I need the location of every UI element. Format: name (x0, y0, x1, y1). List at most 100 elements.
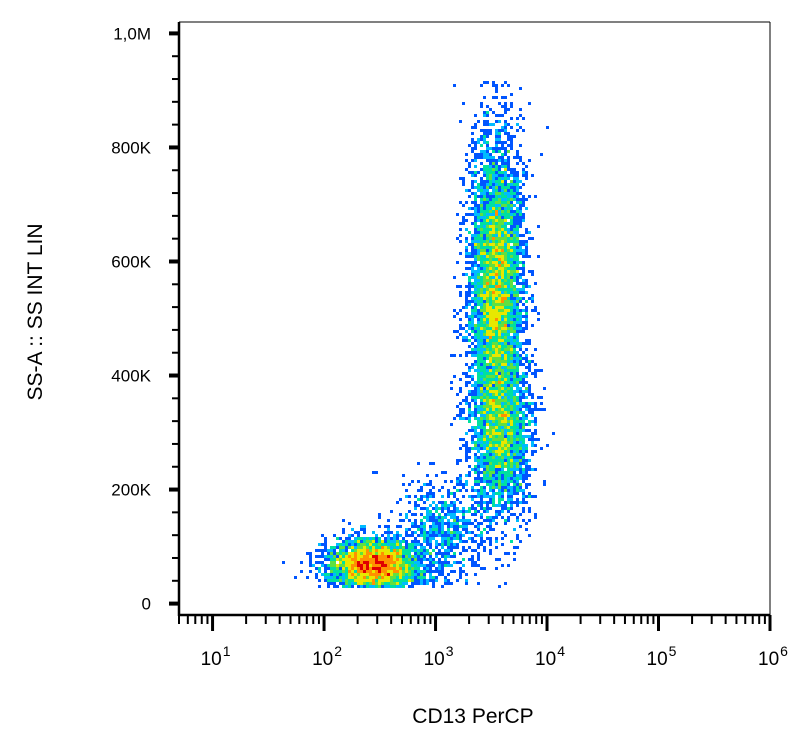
event-dot (519, 201, 522, 204)
event-dot (501, 258, 504, 261)
event-dot (495, 270, 498, 273)
event-dot (351, 585, 354, 588)
event-dot (408, 495, 411, 498)
event-dot (441, 510, 444, 513)
event-dot (519, 219, 522, 222)
event-dot (519, 459, 522, 462)
event-dot (501, 372, 504, 375)
event-dot (489, 348, 492, 351)
event-dot (483, 390, 486, 393)
event-dot (507, 318, 510, 321)
event-dot (483, 252, 486, 255)
event-dot (483, 294, 486, 297)
event-dot (465, 510, 468, 513)
event-dot (495, 423, 498, 426)
event-dot (480, 369, 483, 372)
event-dot (414, 582, 417, 585)
event-dot (495, 231, 498, 234)
event-dot (429, 534, 432, 537)
event-dot (519, 375, 522, 378)
event-dot (411, 576, 414, 579)
event-dot (510, 141, 513, 144)
event-dot (417, 558, 420, 561)
event-dot (426, 534, 429, 537)
event-dot (396, 534, 399, 537)
event-dot (486, 453, 489, 456)
event-dot (525, 435, 528, 438)
event-dot (513, 435, 516, 438)
event-dot (483, 249, 486, 252)
event-dot (471, 186, 474, 189)
event-dot (510, 228, 513, 231)
event-dot (489, 282, 492, 285)
event-dot (501, 189, 504, 192)
event-dot (438, 528, 441, 531)
event-dot (393, 579, 396, 582)
event-dot (402, 585, 405, 588)
event-dot (528, 507, 531, 510)
event-dot (474, 330, 477, 333)
event-dot (510, 264, 513, 267)
event-dot (498, 189, 501, 192)
event-dot (504, 147, 507, 150)
event-dot (510, 225, 513, 228)
event-dot (333, 549, 336, 552)
event-dot (471, 384, 474, 387)
event-dot (453, 510, 456, 513)
event-dot (522, 462, 525, 465)
event-dot (510, 285, 513, 288)
event-dot (333, 567, 336, 570)
event-dot (459, 510, 462, 513)
event-dot (495, 402, 498, 405)
event-dot (342, 585, 345, 588)
event-dot (495, 324, 498, 327)
event-dot (507, 345, 510, 348)
event-dot (480, 333, 483, 336)
event-dot (477, 342, 480, 345)
event-dot (468, 471, 471, 474)
event-dot (501, 393, 504, 396)
event-dot (486, 387, 489, 390)
event-dot (465, 213, 468, 216)
event-dot (498, 321, 501, 324)
event-dot (516, 186, 519, 189)
event-dot (480, 276, 483, 279)
event-dot (516, 477, 519, 480)
event-dot (471, 240, 474, 243)
event-dot (525, 372, 528, 375)
event-dot (486, 291, 489, 294)
event-dot (480, 288, 483, 291)
event-dot (441, 501, 444, 504)
event-dot (474, 417, 477, 420)
event-dot (489, 417, 492, 420)
event-dot (414, 555, 417, 558)
event-dot (357, 579, 360, 582)
event-dot (486, 174, 489, 177)
event-dot (480, 186, 483, 189)
event-dot (474, 501, 477, 504)
event-dot (375, 582, 378, 585)
event-dot (351, 528, 354, 531)
event-dot (348, 555, 351, 558)
event-dot (480, 441, 483, 444)
event-dot (411, 579, 414, 582)
event-dot (474, 519, 477, 522)
event-dot (516, 345, 519, 348)
event-dot (501, 234, 504, 237)
event-dot (492, 159, 495, 162)
event-dot (498, 282, 501, 285)
event-dot (489, 273, 492, 276)
event-dot (516, 399, 519, 402)
event-dot (525, 327, 528, 330)
event-dot (399, 540, 402, 543)
event-dot (483, 246, 486, 249)
event-dot (522, 363, 525, 366)
event-dot (498, 201, 501, 204)
event-dot (501, 504, 504, 507)
event-dot (504, 402, 507, 405)
event-dot (504, 243, 507, 246)
event-dot (501, 510, 504, 513)
event-dot (504, 432, 507, 435)
event-dot (495, 135, 498, 138)
